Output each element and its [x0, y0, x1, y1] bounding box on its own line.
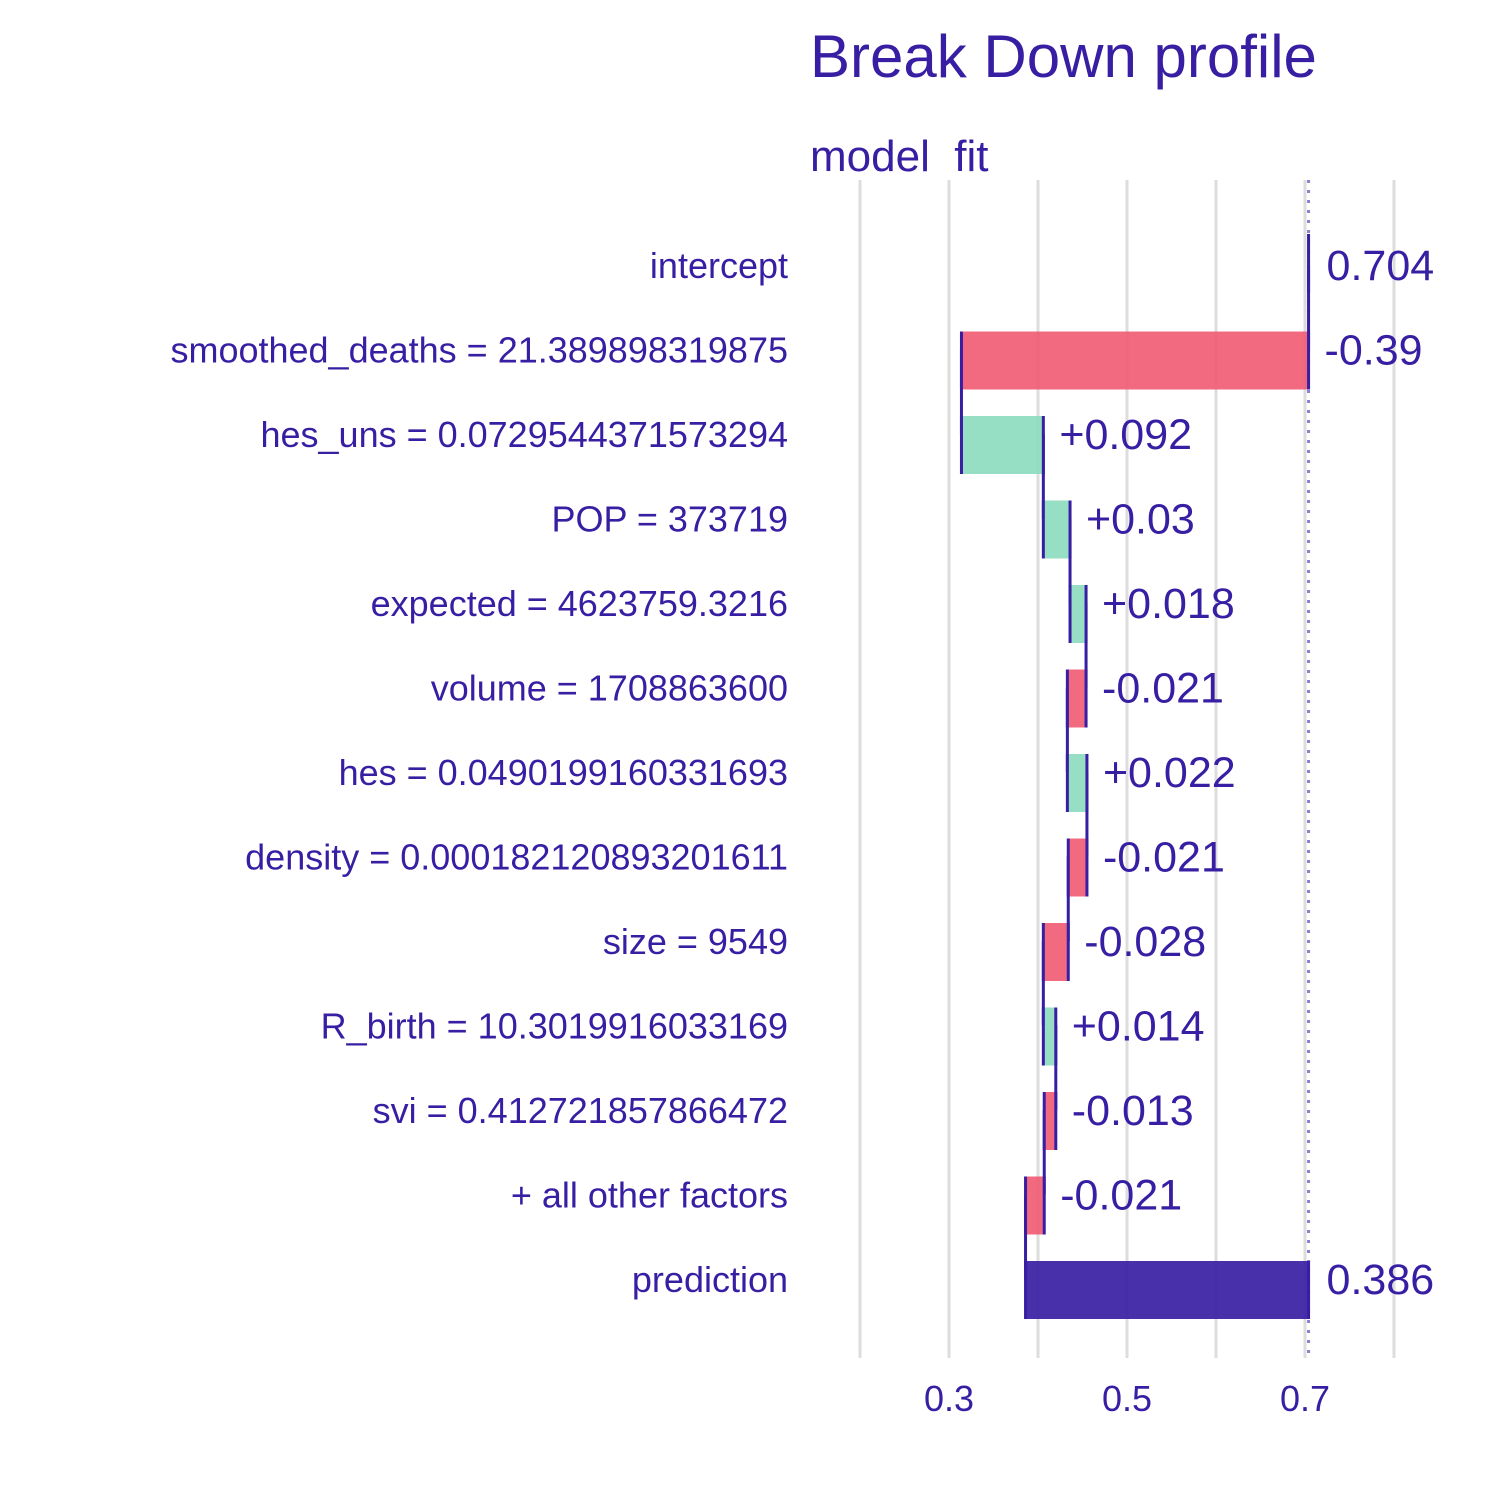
row-label-11: + all other factors: [511, 1175, 788, 1216]
bar-9: [1043, 1007, 1056, 1066]
row-label-2: hes_uns = 0.0729544371573294: [260, 414, 788, 455]
value-label-9: +0.014: [1072, 1003, 1205, 1051]
row-label-3: POP = 373719: [551, 499, 788, 540]
value-label-3: +0.03: [1086, 496, 1195, 544]
bar-layer: [959, 234, 1311, 1319]
bar-2: [961, 416, 1044, 474]
tick-layer: 0.3 0.5 0.7: [924, 1378, 1330, 1419]
value-label-8: -0.028: [1084, 918, 1206, 966]
bar-4: [1070, 585, 1087, 643]
value-label-2: +0.092: [1059, 411, 1192, 459]
x-tick-label-1: 0.5: [1102, 1378, 1152, 1419]
bar-3: [1043, 500, 1071, 559]
row-label-6: hes = 0.0490199160331693: [339, 752, 788, 793]
value-label-12: 0.386: [1327, 1256, 1435, 1304]
row-label-7: density = 0.000182120893201611: [245, 837, 788, 878]
row-label-10: svi = 0.412721857866472: [373, 1090, 788, 1131]
value-label-10: -0.013: [1072, 1087, 1194, 1135]
value-label-11: -0.021: [1060, 1172, 1182, 1220]
value-label-0: 0.704: [1327, 242, 1435, 290]
panel-label: model fit: [810, 132, 989, 181]
bar-10: [1044, 1092, 1056, 1150]
bar-6: [1067, 754, 1087, 812]
bar-11: [1025, 1176, 1045, 1235]
bar-5: [1067, 669, 1087, 728]
row-label-1: smoothed_deaths = 21.389898319875: [170, 330, 788, 371]
bar-1: [961, 331, 1309, 390]
bar-12: [1025, 1261, 1309, 1319]
x-tick-label-0: 0.3: [924, 1378, 974, 1419]
value-label-1: -0.39: [1325, 327, 1423, 375]
chart-title: Break Down profile: [810, 23, 1317, 90]
value-label-4: +0.018: [1102, 580, 1235, 628]
bar-7: [1068, 838, 1087, 897]
row-label-8: size = 9549: [603, 921, 788, 962]
value-label-5: -0.021: [1102, 665, 1224, 713]
bar-8: [1043, 923, 1069, 981]
value-label-6: +0.022: [1103, 749, 1236, 797]
row-label-9: R_birth = 10.3019916033169: [321, 1006, 788, 1047]
row-label-0: intercept: [650, 245, 788, 286]
row-label-5: volume = 1708863600: [431, 668, 788, 709]
value-label-7: -0.021: [1103, 834, 1225, 882]
label-layer: intercept 0.704 smoothed_deaths = 21.38989…: [170, 242, 1434, 1304]
row-label-12: prediction: [632, 1259, 788, 1300]
x-tick-label-2: 0.7: [1280, 1378, 1330, 1419]
row-label-4: expected = 4623759.3216: [371, 583, 788, 624]
